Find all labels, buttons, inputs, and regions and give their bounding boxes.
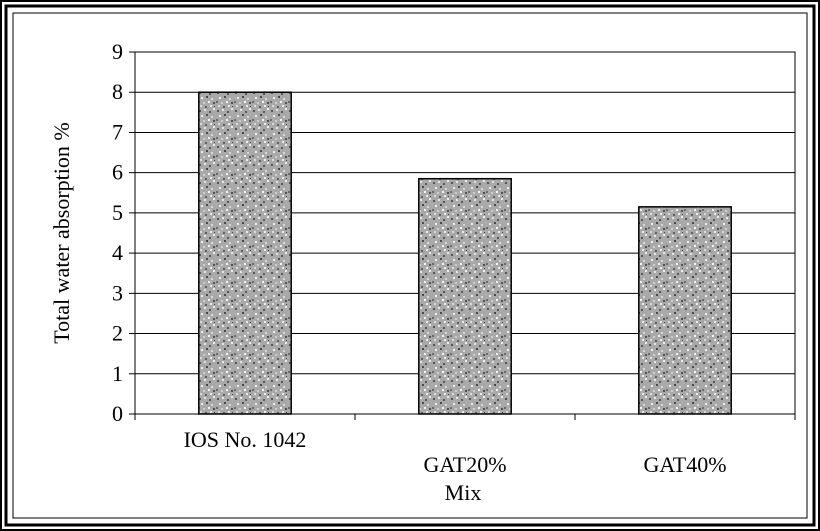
bar xyxy=(418,177,512,415)
x-category-label: GAT20% xyxy=(423,452,506,477)
y-tick-label: 9 xyxy=(112,39,123,64)
inner-border xyxy=(4,4,816,527)
bars xyxy=(198,91,732,415)
y-tick-label: 2 xyxy=(112,321,123,346)
y-tick-label: 1 xyxy=(112,361,123,386)
x-axis-category-labels: IOS No. 1042 GAT20% GAT40% xyxy=(184,427,727,477)
x-category-label: IOS No. 1042 xyxy=(184,427,307,452)
chart-area-border xyxy=(12,12,808,519)
y-tick-label: 4 xyxy=(112,240,123,265)
x-category-label: GAT40% xyxy=(643,452,726,477)
y-tick-label: 0 xyxy=(112,401,123,426)
y-tick-label: 6 xyxy=(112,160,123,185)
y-axis-ticks: 0 1 2 3 4 5 6 7 8 9 xyxy=(112,39,135,426)
y-axis-title: Total water absorption % xyxy=(49,122,74,343)
y-tick-label: 5 xyxy=(112,200,123,225)
y-tick-label: 8 xyxy=(112,79,123,104)
x-axis-title: Mix xyxy=(445,480,482,505)
y-tick-label: 3 xyxy=(112,280,123,305)
y-tick-label: 7 xyxy=(112,119,123,144)
bar xyxy=(198,91,292,415)
x-axis-ticks xyxy=(134,414,796,420)
bar xyxy=(638,206,732,415)
